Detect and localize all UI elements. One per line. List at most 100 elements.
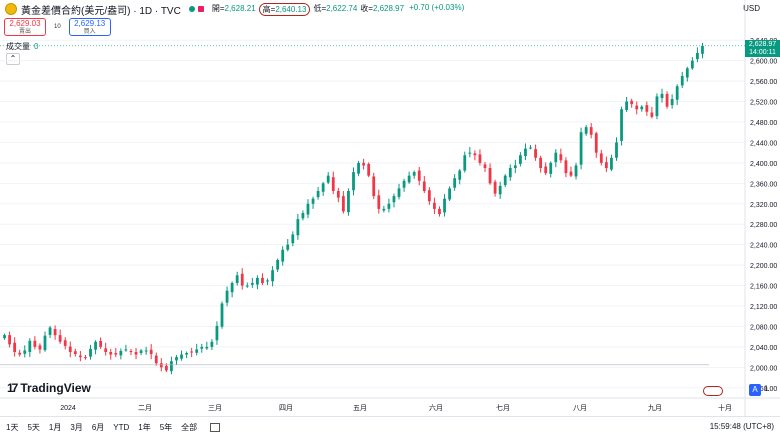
period-5[interactable]: YTD bbox=[113, 423, 130, 432]
candle-body bbox=[58, 335, 62, 342]
period-7[interactable]: 5年 bbox=[159, 423, 173, 432]
candle-body bbox=[554, 152, 558, 163]
candle-body bbox=[402, 180, 406, 188]
candle-body bbox=[392, 196, 396, 203]
candle-body bbox=[94, 341, 97, 350]
candle-body bbox=[397, 188, 401, 197]
x-tick-label: 五月 bbox=[353, 404, 367, 412]
bottom-toolbar: 1天 5天 1月 3月 6月 YTD 1年 5年 全部 15:59:48 (UTC+8) bbox=[0, 416, 780, 439]
candle-body bbox=[640, 106, 644, 110]
y-tick-label: 2,520.00 bbox=[750, 100, 777, 107]
candle-body bbox=[367, 163, 371, 176]
candle-body bbox=[266, 280, 269, 282]
candle-body bbox=[311, 198, 315, 204]
candle-body bbox=[362, 162, 366, 166]
candle-body bbox=[286, 244, 290, 250]
candle-body bbox=[124, 349, 128, 351]
candle-body bbox=[68, 346, 72, 352]
candle-body bbox=[382, 208, 386, 211]
period-8[interactable]: 全部 bbox=[181, 423, 198, 432]
candle-body bbox=[549, 162, 553, 174]
candle-body bbox=[357, 162, 360, 174]
candle-body bbox=[620, 109, 623, 141]
candle-body bbox=[407, 175, 411, 183]
candle-body bbox=[18, 352, 22, 355]
candle-body bbox=[301, 212, 305, 219]
candle-body bbox=[448, 188, 451, 200]
ohlc-values: 開=2,628.21 高=2,640.13 低=2,622.74 收=2,628… bbox=[211, 2, 465, 16]
y-tick-label: 2,400.00 bbox=[750, 161, 777, 168]
candle-body bbox=[190, 351, 194, 353]
candle-body bbox=[438, 208, 441, 214]
candle-body bbox=[48, 327, 52, 335]
volume-legend[interactable]: 成交量 0 bbox=[6, 42, 39, 51]
candle-body bbox=[412, 172, 416, 176]
x-tick-label: 十月 bbox=[718, 403, 732, 412]
candle-body bbox=[149, 349, 153, 355]
candle-body bbox=[559, 154, 563, 161]
auto-scale-button[interactable]: A bbox=[749, 384, 761, 396]
candle-body bbox=[655, 96, 659, 117]
candle-body bbox=[200, 346, 204, 349]
buy-button[interactable]: 2,629.13 買入 bbox=[68, 18, 111, 36]
candle-body bbox=[331, 177, 335, 191]
candle-body bbox=[468, 152, 472, 154]
candle-body bbox=[650, 112, 654, 117]
log-scale-button[interactable]: L bbox=[765, 384, 770, 393]
candle-body bbox=[503, 175, 507, 186]
status-dots[interactable] bbox=[188, 6, 204, 12]
y-tick-label: 2,480.00 bbox=[750, 120, 777, 127]
candle-body bbox=[539, 157, 543, 168]
collapse-chevron-icon[interactable]: ⌃ bbox=[6, 53, 20, 65]
candle-body bbox=[119, 350, 123, 356]
sell-button[interactable]: 2,629.03 賣出 bbox=[4, 18, 46, 36]
candle-body bbox=[660, 93, 664, 98]
candle-body bbox=[387, 203, 391, 209]
y-tick-label: 2,200.00 bbox=[750, 263, 777, 270]
tradingview-logo[interactable]: 17 TradingView bbox=[7, 381, 91, 395]
candle-body bbox=[205, 346, 209, 349]
candle-body bbox=[13, 342, 17, 352]
currency-label[interactable]: USD bbox=[743, 4, 760, 13]
period-3[interactable]: 3月 bbox=[70, 423, 83, 432]
candle-body bbox=[341, 196, 345, 212]
change-value: +0.70 (+0.03%) bbox=[409, 2, 465, 12]
candle-body bbox=[589, 127, 593, 135]
candle-body bbox=[443, 198, 446, 213]
candle-body bbox=[498, 185, 502, 195]
period-0[interactable]: 1天 bbox=[6, 423, 19, 432]
candle-body bbox=[3, 335, 6, 339]
candle-body bbox=[635, 105, 639, 110]
x-tick-label: 三月 bbox=[208, 404, 222, 412]
candle-body bbox=[508, 168, 512, 178]
candle-body bbox=[513, 165, 517, 168]
period-1[interactable]: 5天 bbox=[27, 423, 40, 432]
candle-body bbox=[63, 340, 67, 346]
goto-realtime-button[interactable] bbox=[703, 386, 723, 396]
candle-body bbox=[463, 155, 467, 171]
data-icon bbox=[197, 6, 204, 12]
clock[interactable]: 15:59:48 (UTC+8) bbox=[709, 422, 774, 431]
period-2[interactable]: 1月 bbox=[48, 423, 62, 432]
candle-body bbox=[256, 277, 259, 285]
candle-body bbox=[630, 100, 634, 105]
candle-body bbox=[493, 181, 497, 194]
market-open-icon bbox=[188, 6, 195, 12]
candle-body bbox=[230, 283, 234, 293]
calendar-icon[interactable] bbox=[210, 423, 221, 432]
candle-body bbox=[519, 155, 522, 164]
x-tick-label: 2024 bbox=[60, 405, 76, 412]
candle-body bbox=[615, 142, 618, 158]
candle-body bbox=[89, 348, 92, 357]
candle-body bbox=[220, 303, 224, 327]
candle-body bbox=[544, 166, 548, 174]
period-4[interactable]: 6月 bbox=[91, 423, 105, 432]
y-tick-label: 2,360.00 bbox=[750, 181, 777, 188]
period-6[interactable]: 1年 bbox=[138, 423, 151, 432]
candle-body bbox=[84, 357, 87, 359]
symbol-name[interactable]: 黃金差價合約(美元/盎司) · 1D · TVC bbox=[21, 5, 181, 17]
candle-body bbox=[296, 219, 300, 236]
candlestick-chart[interactable]: 1,960.00 2,000.00 2,040.00 2,080.00 2,120.00… bbox=[0, 0, 780, 416]
candle-body bbox=[38, 345, 42, 350]
y-tick-label: 2,120.00 bbox=[750, 304, 777, 311]
